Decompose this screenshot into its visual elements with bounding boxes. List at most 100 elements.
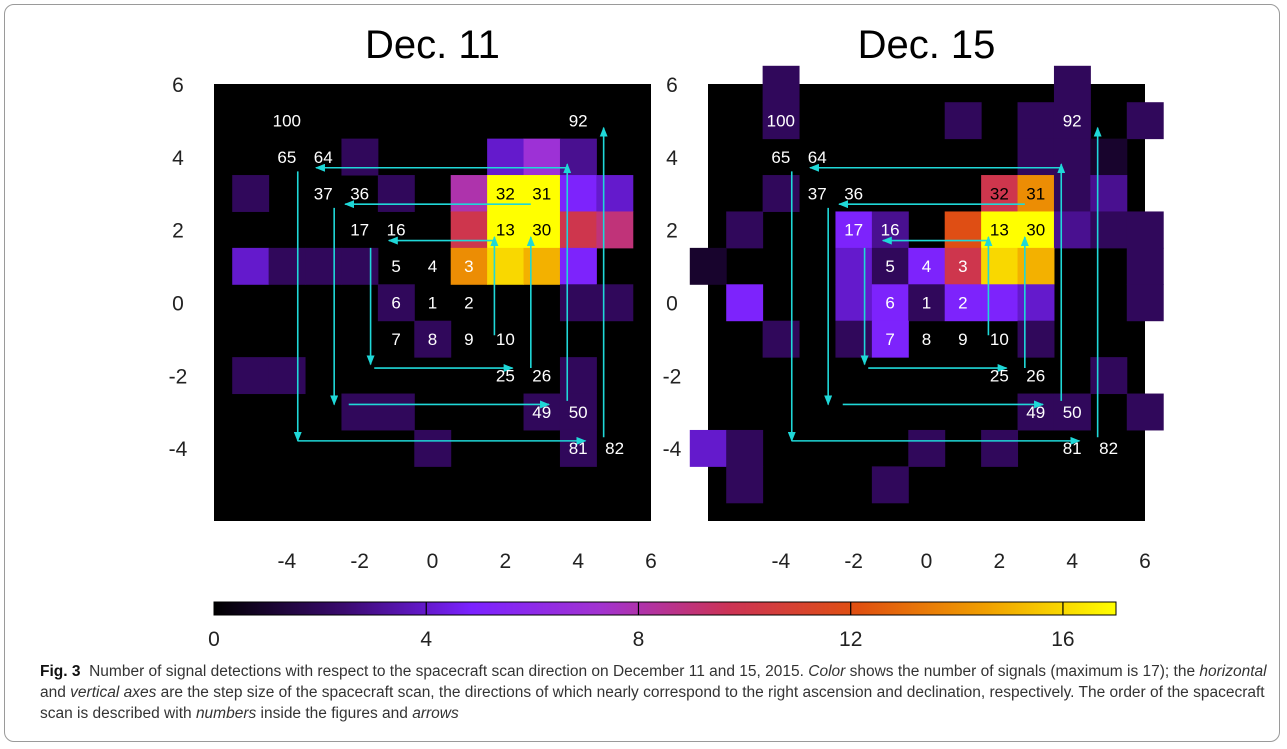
x-tick-label: 4 <box>1066 550 1078 573</box>
scan-order-label: 37 <box>314 184 333 203</box>
scan-order-label: 81 <box>569 439 588 458</box>
caption-text-5: inside the figures and <box>256 705 413 722</box>
heatmap-cell <box>268 357 306 395</box>
heatmap-cell <box>835 284 873 322</box>
heatmap-cell <box>559 247 597 285</box>
scan-order-label: 31 <box>1026 184 1045 203</box>
heatmap-cell <box>726 284 764 322</box>
scan-order-label: 8 <box>922 330 931 349</box>
x-tick-label: -4 <box>277 550 296 573</box>
scan-order-label: 36 <box>844 184 863 203</box>
y-tick-label: 2 <box>666 220 678 243</box>
scan-order-label: 49 <box>532 403 551 422</box>
heatmap-cell <box>523 175 561 212</box>
heatmap-cell <box>1017 320 1055 358</box>
panel-title: Dec. 15 <box>858 23 996 67</box>
heatmap-cell <box>871 284 909 322</box>
scan-order-label: 26 <box>532 366 551 385</box>
scan-order-label: 1 <box>922 294 931 313</box>
heatmap-cell <box>1126 211 1164 249</box>
heatmap-cell <box>944 247 982 285</box>
heatmap-cell <box>981 284 1019 322</box>
colorbar-tick-label: 4 <box>420 628 432 651</box>
heatmap-cell <box>981 175 1019 212</box>
scan-order-label: 64 <box>808 148 827 167</box>
colorbar: 0 4 8 12 16 <box>208 601 1117 651</box>
caption-italic-color: Color <box>808 663 846 680</box>
heatmap-cell <box>559 393 597 431</box>
heatmap-cell <box>762 65 800 103</box>
scan-order-label: 30 <box>532 221 551 240</box>
scan-order-label: 37 <box>808 184 827 203</box>
heatmap-cell <box>232 357 270 395</box>
x-tick-label: 4 <box>572 550 584 573</box>
heatmap-cell <box>232 175 270 212</box>
heatmap-cell <box>341 138 379 176</box>
heatmap-cell <box>871 247 909 285</box>
heatmap-cell <box>450 211 488 249</box>
heatmap-cell <box>1090 357 1128 395</box>
heatmap-cell <box>487 175 525 212</box>
x-tick-label: -2 <box>844 550 863 573</box>
caption-italic-arrows: arrows <box>412 705 459 722</box>
heatmap-cell <box>414 320 452 358</box>
y-tick-label: 4 <box>172 147 184 170</box>
scan-order-label: 4 <box>428 257 437 276</box>
heatmap-cell <box>1053 211 1091 249</box>
heatmap-cell <box>305 247 342 285</box>
heatmap-cell <box>689 247 727 285</box>
scan-order-label: 81 <box>1063 439 1082 458</box>
heatmap-cell <box>1017 102 1055 140</box>
scan-order-label: 25 <box>990 366 1009 385</box>
figure-frame <box>4 4 1280 742</box>
heatmap-cell <box>596 284 634 322</box>
heatmap-cell <box>377 393 415 431</box>
scan-order-label: 17 <box>844 221 863 240</box>
scan-order-label: 31 <box>532 184 551 203</box>
scan-order-label: 13 <box>990 221 1009 240</box>
scan-order-label: 10 <box>990 330 1009 349</box>
heatmap-cell <box>559 357 597 395</box>
heatmap-cell <box>835 320 873 358</box>
colorbar-tick-label: 8 <box>633 628 645 651</box>
heatmap-cell <box>341 393 379 431</box>
scan-order-label: 82 <box>605 439 624 458</box>
caption-italic-horizontal: horizontal <box>1199 663 1267 680</box>
scan-order-label: 32 <box>496 184 515 203</box>
colorbar-tick-label: 0 <box>208 628 220 651</box>
heatmap-cell <box>726 429 764 467</box>
heatmap-cell <box>523 138 561 176</box>
heatmap-cell <box>1126 393 1164 431</box>
panel-title: Dec. 11 <box>365 23 500 67</box>
scan-order-label: 3 <box>958 257 967 276</box>
scan-order-label: 8 <box>428 330 437 349</box>
heatmap-cell <box>559 284 597 322</box>
heatmap-cell <box>559 175 597 212</box>
x-tick-label: -2 <box>350 550 369 573</box>
x-tick-label: 6 <box>1139 550 1151 573</box>
heatmap-cell <box>559 211 597 249</box>
scan-order-label: 9 <box>464 330 473 349</box>
heatmap-cell <box>908 429 946 467</box>
heatmap-cell <box>450 247 488 285</box>
scan-order-label: 1 <box>428 294 437 313</box>
heatmap-cell <box>1053 102 1091 140</box>
scan-order-label: 7 <box>885 330 894 349</box>
heatmap-cell <box>835 247 873 285</box>
y-tick-label: 2 <box>172 220 184 243</box>
heatmap-cell <box>1090 211 1128 249</box>
y-tick-label: -2 <box>169 365 188 388</box>
y-tick-label: 4 <box>666 147 678 170</box>
scan-order-label: 82 <box>1099 439 1118 458</box>
heatmap-cell <box>487 138 525 176</box>
y-tick-label: -4 <box>663 438 682 461</box>
heatmap-cell <box>944 211 982 249</box>
heatmap-cell <box>726 211 764 249</box>
heatmap-cell <box>762 102 800 140</box>
heatmap-cell <box>268 247 306 285</box>
heatmap-cell <box>487 247 525 285</box>
scan-order-label: 16 <box>881 221 900 240</box>
heatmap-cell <box>596 211 634 249</box>
y-tick-label: 0 <box>666 293 678 316</box>
